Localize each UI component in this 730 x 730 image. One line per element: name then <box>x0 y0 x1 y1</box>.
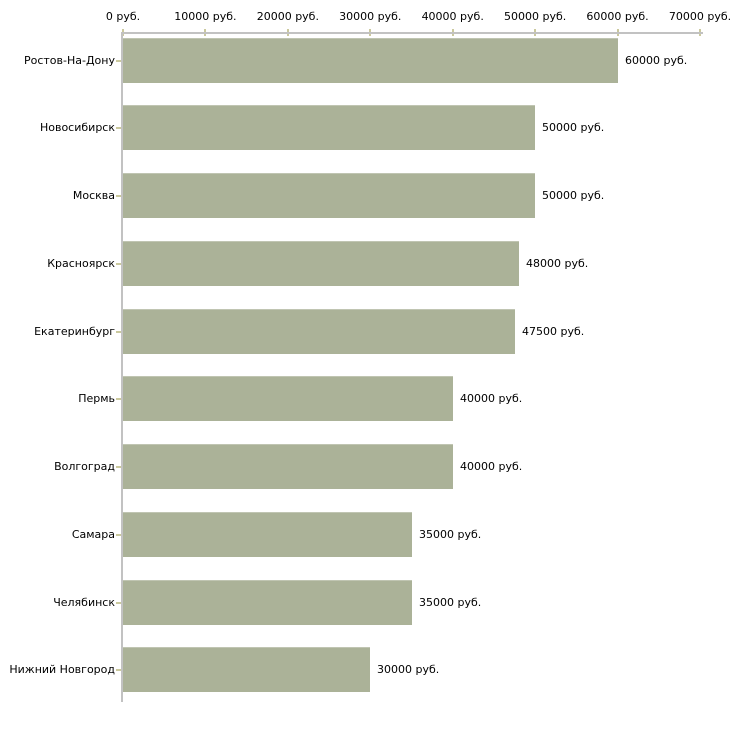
bar <box>123 512 412 557</box>
category-label: Екатеринбург <box>34 325 115 338</box>
category-label: Нижний Новгород <box>9 663 115 676</box>
category-label: Пермь <box>78 392 115 405</box>
category-label: Новосибирск <box>39 121 115 134</box>
value-label: 50000 руб. <box>542 121 605 134</box>
x-axis-tick-label: 10000 руб. <box>174 10 237 23</box>
category-tick <box>116 60 121 62</box>
bar <box>123 241 519 286</box>
category-label: Волгоград <box>54 460 115 473</box>
category-tick <box>116 534 121 536</box>
category-label: Челябинск <box>53 596 115 609</box>
x-axis-tick-label: 70000 руб. <box>668 10 730 23</box>
category-tick <box>116 331 121 333</box>
category-tick <box>116 127 121 129</box>
bar <box>123 309 515 354</box>
value-label: 60000 руб. <box>625 54 688 67</box>
category-label: Красноярск <box>47 257 115 270</box>
value-label: 48000 руб. <box>526 257 589 270</box>
category-label: Ростов-На-Дону <box>23 54 115 67</box>
value-label: 50000 руб. <box>542 189 605 202</box>
bar <box>123 105 535 150</box>
value-label: 30000 руб. <box>377 663 440 676</box>
bar <box>123 647 370 692</box>
category-tick <box>116 669 121 671</box>
bar <box>123 38 618 83</box>
x-axis-line <box>121 32 703 34</box>
bar <box>123 580 412 625</box>
category-tick <box>116 602 121 604</box>
value-label: 35000 руб. <box>419 596 482 609</box>
bar <box>123 444 453 489</box>
x-axis-tick-label: 20000 руб. <box>256 10 319 23</box>
value-label: 35000 руб. <box>419 528 482 541</box>
x-axis-tick-label: 40000 руб. <box>421 10 484 23</box>
category-tick <box>116 195 121 197</box>
category-label: Самара <box>71 528 115 541</box>
x-axis-tick-label: 0 руб. <box>105 10 141 23</box>
y-axis-line <box>121 32 123 702</box>
value-label: 40000 руб. <box>460 460 523 473</box>
bar <box>123 376 453 421</box>
value-label: 47500 руб. <box>522 325 585 338</box>
x-axis-tick-label: 60000 руб. <box>586 10 649 23</box>
category-tick <box>116 263 121 265</box>
bar <box>123 173 535 218</box>
category-label: Москва <box>72 189 115 202</box>
category-tick <box>116 398 121 400</box>
x-axis-tick-label: 50000 руб. <box>504 10 567 23</box>
value-label: 40000 руб. <box>460 392 523 405</box>
x-axis-tick-label: 30000 руб. <box>339 10 402 23</box>
category-tick <box>116 466 121 468</box>
